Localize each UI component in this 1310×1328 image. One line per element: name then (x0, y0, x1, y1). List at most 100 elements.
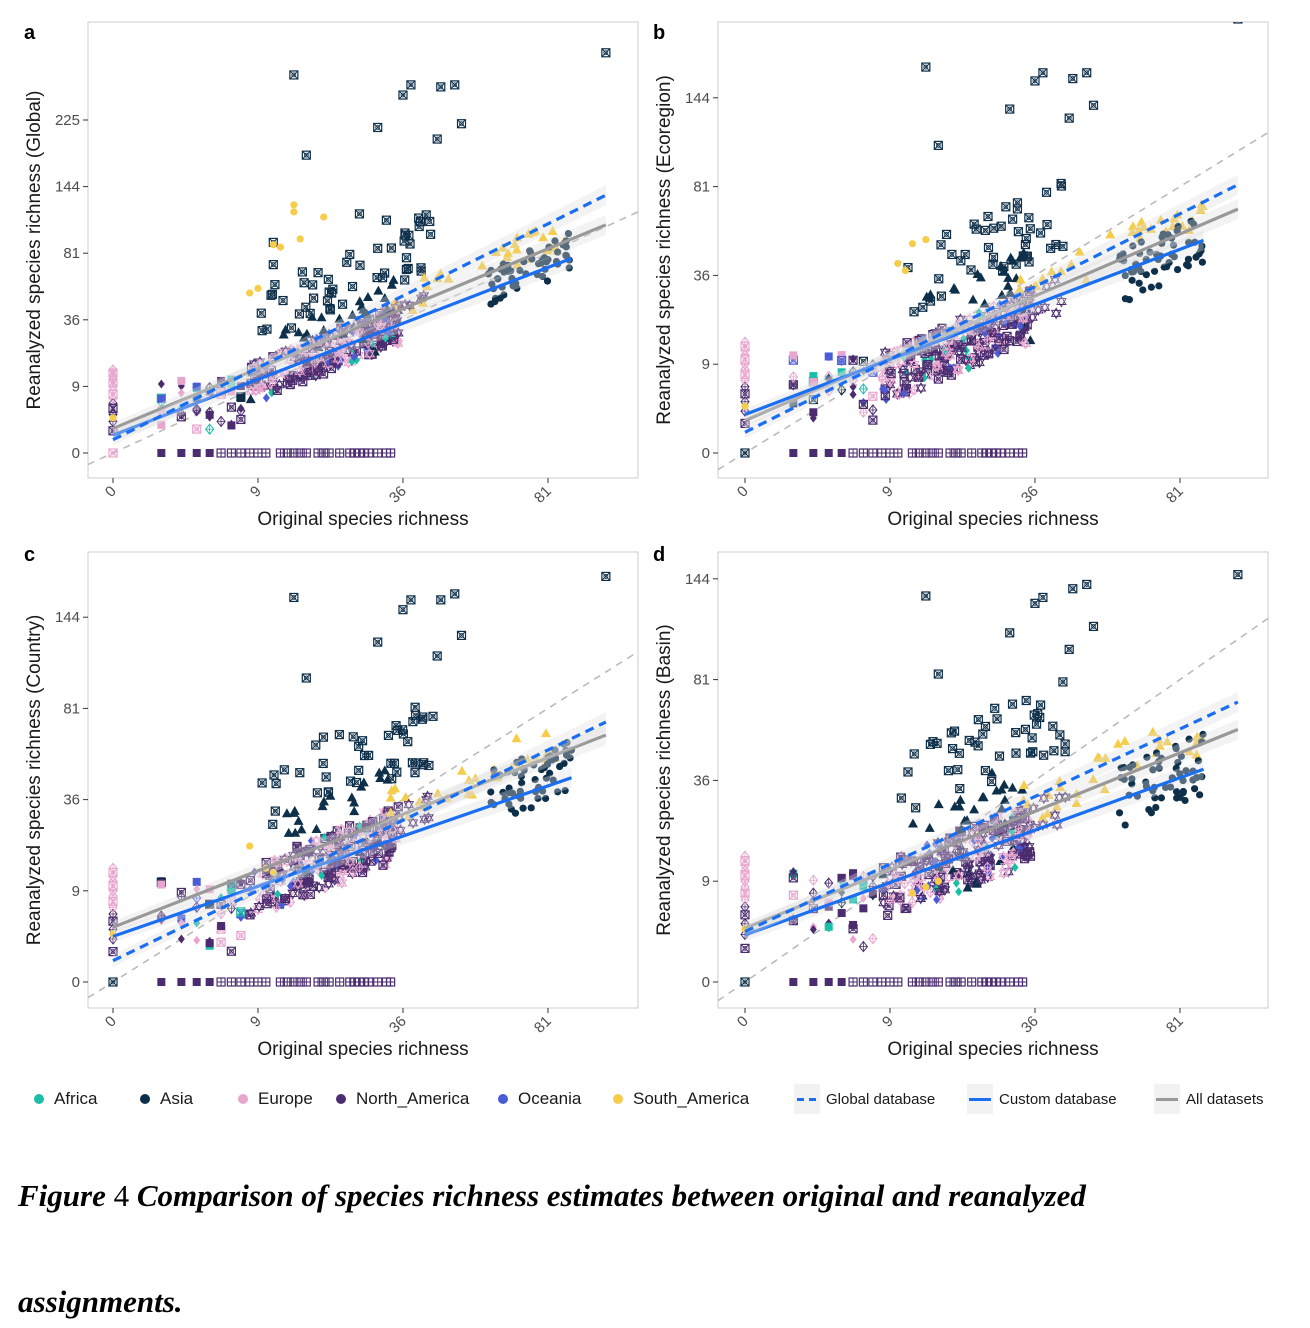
asia-outlier-point (373, 637, 383, 647)
data-point (227, 419, 235, 429)
data-point (293, 327, 304, 337)
data-point (347, 309, 358, 319)
data-point (1160, 263, 1168, 271)
data-point (995, 856, 1006, 866)
data-point (236, 392, 246, 402)
data-point (519, 804, 527, 812)
data-point (324, 977, 334, 987)
data-point (401, 253, 412, 263)
asia-outlier-point (450, 80, 460, 90)
asia-outlier-point (381, 215, 391, 225)
data-point (1169, 213, 1180, 223)
data-point (300, 877, 312, 890)
data-point (1018, 247, 1029, 257)
data-point (848, 977, 858, 987)
legend-label: Africa (54, 1089, 98, 1108)
legend-item-global-database: Global database (794, 1084, 935, 1114)
asia-outlier-point (432, 134, 442, 144)
data-point (372, 272, 382, 283)
data-point (237, 877, 245, 887)
data-point (1121, 271, 1129, 280)
data-point (1172, 742, 1180, 750)
asia-outlier-point (1233, 570, 1243, 580)
data-point (1007, 319, 1017, 329)
caption-prefix: Figure (18, 1178, 106, 1213)
data-point (921, 291, 932, 301)
y-axis-label: Reanalyzed species richness (Ecoregion) (654, 75, 675, 425)
data-point (1035, 228, 1046, 238)
data-point (560, 759, 568, 768)
solid-blue-line-icon (967, 1084, 993, 1114)
data-point (837, 368, 846, 377)
data-point (837, 908, 846, 917)
oceania-dot-icon (498, 1094, 508, 1104)
data-point (298, 332, 309, 342)
data-point (1128, 775, 1136, 783)
data-point (740, 943, 750, 954)
data-point (386, 977, 396, 987)
data-point (1191, 731, 1202, 741)
data-point (358, 777, 369, 787)
data-point (994, 751, 1005, 761)
asia-outlier-point (268, 260, 278, 270)
y-axis-label: Reanalyzed species richness (Global) (24, 91, 45, 410)
data-point (1046, 243, 1056, 253)
data-point (936, 291, 946, 301)
data-point (1018, 977, 1028, 987)
data-point (956, 256, 966, 266)
data-point (1005, 287, 1016, 297)
data-point (294, 365, 306, 378)
data-point (1071, 797, 1082, 807)
data-point (1001, 202, 1011, 212)
south-america-outlier-point (269, 868, 277, 876)
data-point (216, 448, 226, 458)
caption-title: Comparison of species richness estimates… (136, 1178, 1086, 1213)
data-point (967, 977, 977, 987)
data-point (1027, 733, 1037, 743)
data-point (1119, 735, 1130, 745)
data-point (928, 354, 936, 364)
data-point (953, 340, 963, 350)
data-point (1128, 276, 1136, 284)
data-point (1196, 791, 1204, 799)
data-point (373, 848, 383, 859)
data-point (925, 886, 935, 899)
data-point (878, 890, 889, 900)
data-point (1049, 809, 1061, 822)
data-point (1176, 793, 1184, 801)
data-point (966, 336, 976, 346)
data-point (859, 893, 867, 903)
data-point (982, 861, 993, 874)
data-point (177, 978, 186, 986)
data-point (386, 448, 396, 458)
data-point (193, 935, 201, 945)
data-point (1028, 747, 1038, 757)
data-point (404, 230, 414, 240)
data-point (502, 251, 513, 261)
data-point (968, 294, 979, 304)
data-point (463, 788, 474, 798)
data-point (1015, 330, 1025, 340)
data-point (1058, 677, 1068, 687)
y-tick-label: 144 (55, 179, 80, 196)
data-point (869, 890, 877, 900)
data-point (969, 804, 980, 814)
data-point (809, 408, 818, 417)
data-point (216, 937, 226, 947)
data-point (398, 725, 408, 735)
data-point (996, 221, 1006, 231)
data-point (354, 861, 365, 873)
data-point (824, 978, 833, 986)
data-point (389, 312, 401, 325)
data-point (923, 359, 933, 370)
global-database-fit-line (744, 183, 1239, 434)
data-point (915, 892, 927, 905)
data-point (789, 978, 798, 986)
asia-outlier-point (406, 80, 416, 90)
data-point (1119, 250, 1127, 258)
data-point (918, 302, 928, 312)
y-tick-label: 9 (702, 356, 710, 373)
dashed-line-icon (794, 1084, 820, 1114)
data-point (1135, 279, 1143, 287)
data-point (377, 827, 389, 840)
